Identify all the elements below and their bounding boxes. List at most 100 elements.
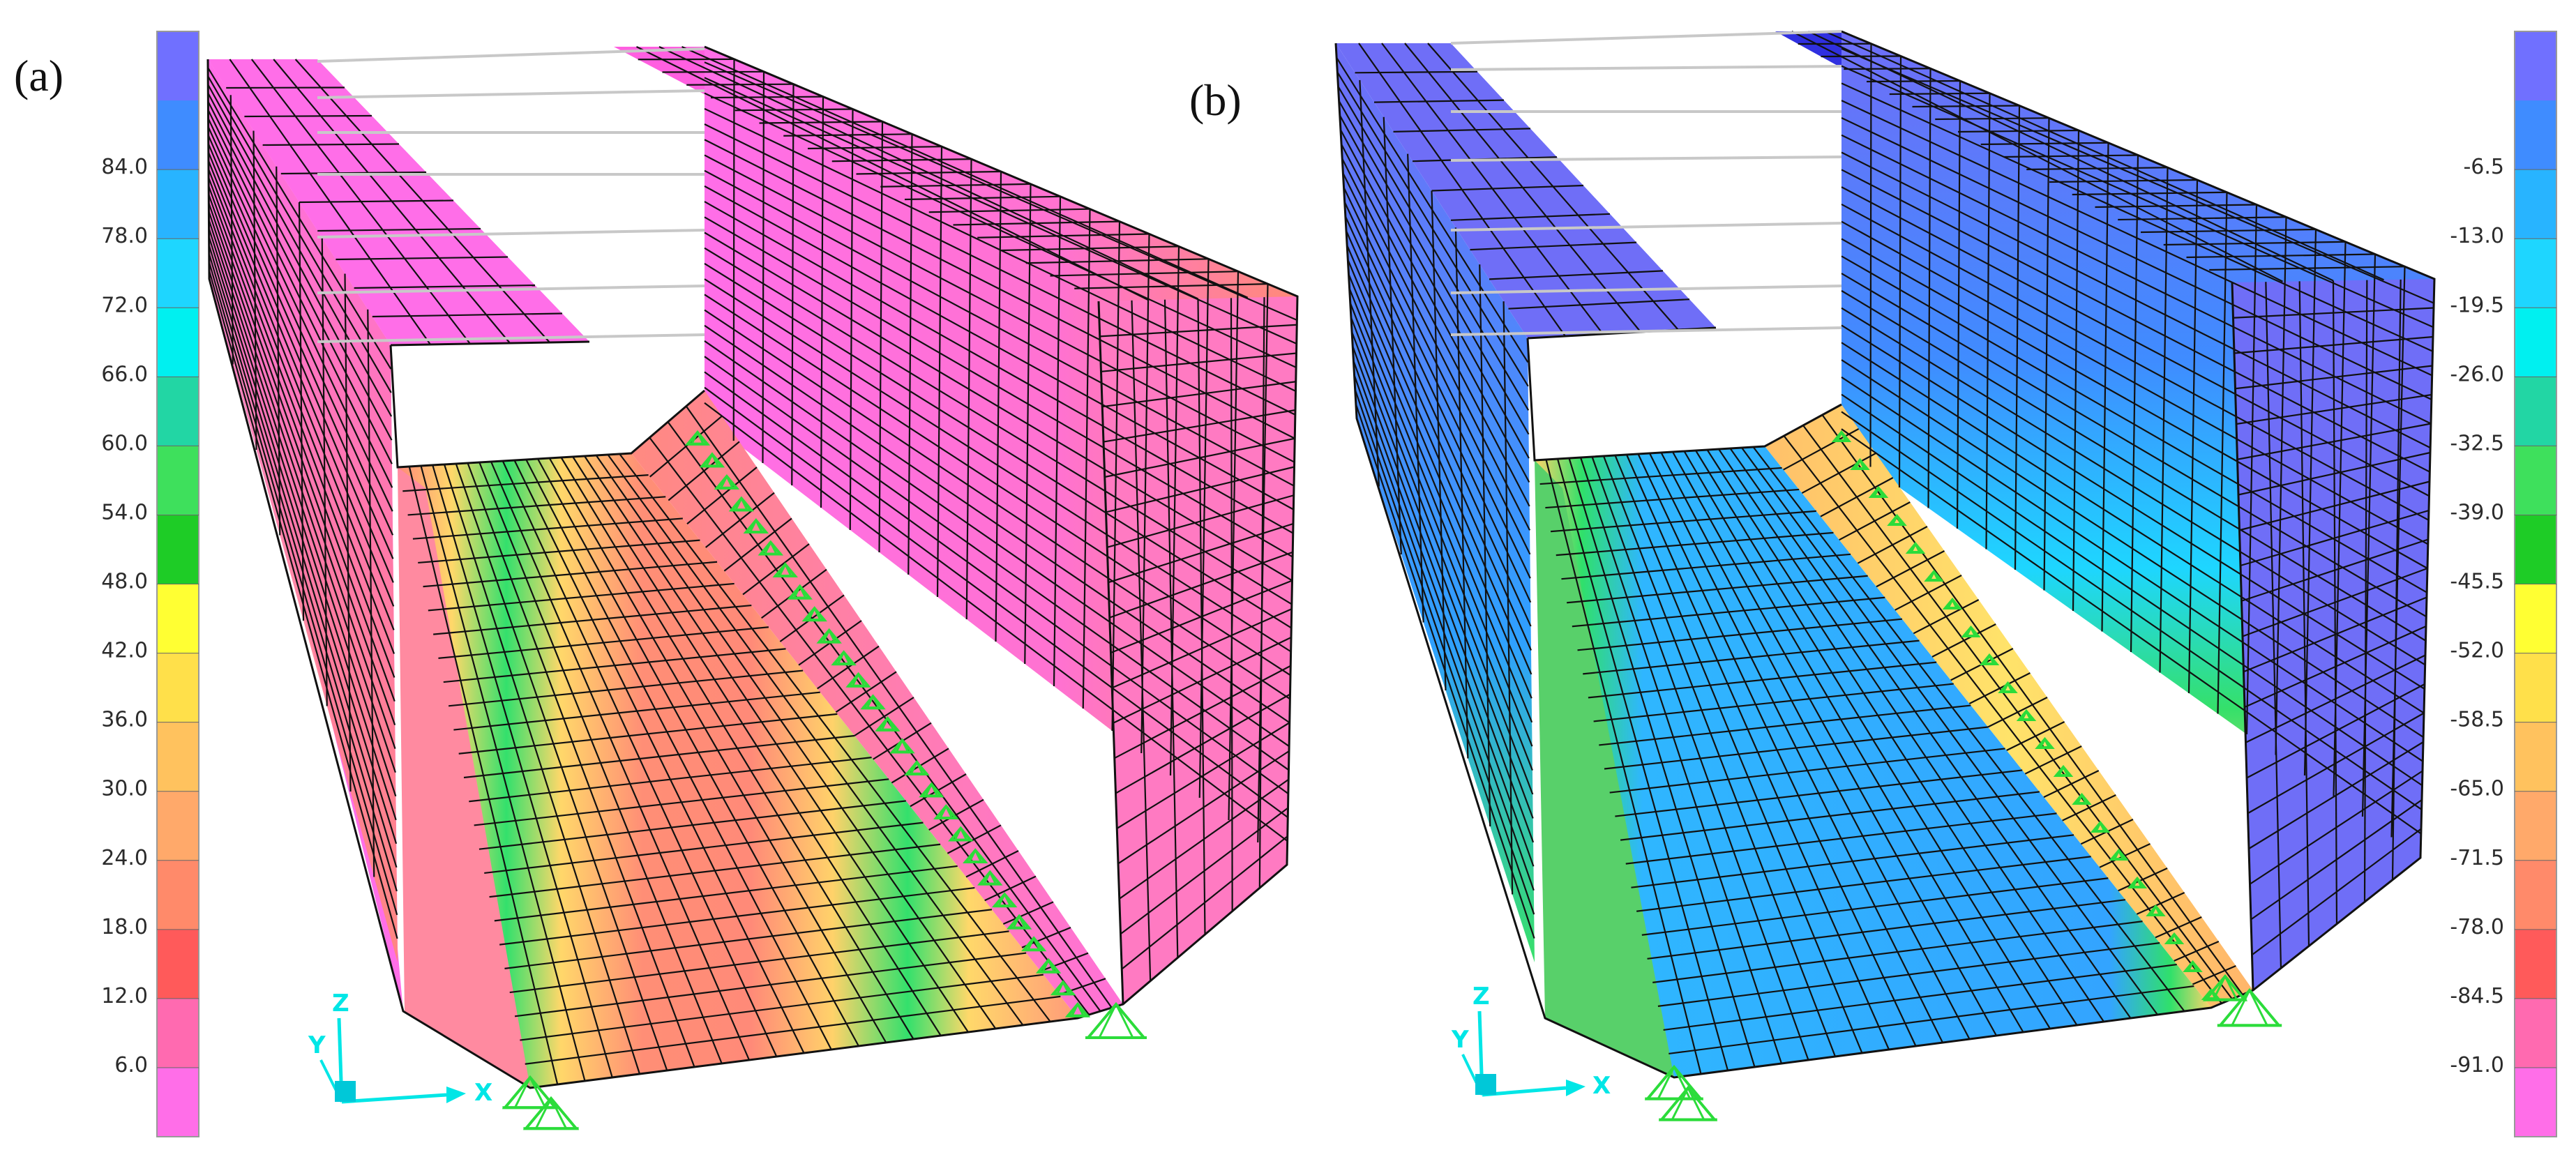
mesh-line bbox=[1987, 697, 2048, 728]
tie-bar bbox=[1450, 156, 1842, 162]
legend-tick-label: -65.0 bbox=[2450, 777, 2504, 801]
mesh-line bbox=[947, 824, 1002, 854]
legend-b: -6.5 -13.0 -19.5 -26.0 -32.5 -39.0 -45.5 -52.0 -… bbox=[2450, 31, 2557, 1137]
legend-tick-label: -45.5 bbox=[2450, 570, 2504, 594]
legend-swatch bbox=[2515, 722, 2556, 792]
mesh-line bbox=[1841, 47, 2434, 304]
legend-tick-label: -84.5 bbox=[2450, 984, 2504, 1008]
legend-tick-label: -19.5 bbox=[2450, 293, 2504, 317]
mesh-line bbox=[428, 582, 735, 612]
mesh-line bbox=[2095, 204, 2257, 209]
mesh-line bbox=[504, 909, 993, 969]
mesh-line bbox=[2192, 964, 2236, 985]
mesh-line bbox=[704, 324, 1290, 724]
mesh-line bbox=[704, 340, 1290, 748]
mesh-line bbox=[2234, 335, 2434, 354]
legend-swatch bbox=[2515, 446, 2556, 515]
mesh-line bbox=[1344, 215, 1532, 627]
mesh-line bbox=[704, 185, 1294, 510]
mesh-line bbox=[1980, 142, 2109, 146]
mesh-line bbox=[1489, 270, 1664, 280]
mesh-line bbox=[1913, 599, 1980, 635]
mesh-line bbox=[854, 697, 914, 736]
mesh-line bbox=[2155, 916, 2202, 939]
tie-bar bbox=[317, 285, 705, 294]
mesh-line bbox=[1002, 901, 1054, 925]
mesh-b bbox=[1336, 30, 2434, 1075]
mesh-line bbox=[2240, 509, 2430, 567]
legend-tick-label: -52.0 bbox=[2450, 639, 2504, 663]
tie-bar bbox=[1450, 326, 1842, 336]
mesh-line bbox=[928, 798, 984, 831]
mesh-line bbox=[710, 96, 824, 99]
mesh-line bbox=[208, 202, 396, 750]
mesh-line bbox=[2236, 393, 2432, 425]
mesh-line bbox=[2024, 745, 2082, 775]
mesh-line bbox=[1109, 551, 1293, 619]
legend-swatch bbox=[157, 653, 199, 723]
mesh-line bbox=[2241, 538, 2429, 602]
mesh-line bbox=[1393, 128, 1531, 132]
mesh-line bbox=[525, 995, 1061, 1065]
mesh-line bbox=[742, 543, 810, 596]
mesh-line bbox=[208, 253, 398, 892]
legend-tick-label: 48.0 bbox=[101, 570, 148, 594]
mesh-line bbox=[880, 183, 1031, 188]
mesh-line bbox=[1117, 750, 1290, 865]
legend-swatch bbox=[2515, 998, 2556, 1068]
mesh-line bbox=[1545, 488, 1800, 509]
mesh-line bbox=[723, 517, 792, 572]
legend-tick-label: -26.0 bbox=[2450, 362, 2504, 386]
mesh-line bbox=[494, 865, 958, 922]
mesh-line bbox=[509, 930, 1009, 994]
mesh-line bbox=[1556, 531, 1834, 556]
mesh-line bbox=[2245, 654, 2426, 743]
legend-swatch bbox=[157, 515, 199, 584]
mesh-line bbox=[904, 195, 1061, 201]
mesh-line bbox=[208, 211, 396, 773]
mesh-line bbox=[226, 86, 345, 89]
tie-bar bbox=[317, 89, 705, 99]
mesh-line bbox=[1841, 238, 2428, 569]
mesh-line bbox=[1121, 835, 1288, 970]
mesh-line bbox=[2247, 712, 2425, 815]
legend-swatch bbox=[157, 860, 199, 930]
inner-outline-b bbox=[1526, 338, 1842, 462]
legend-swatch bbox=[2515, 308, 2556, 377]
mesh-line bbox=[1354, 389, 1535, 915]
mesh-line bbox=[336, 256, 509, 261]
mesh-line bbox=[2118, 216, 2287, 221]
mesh-line bbox=[2248, 741, 2424, 849]
tie-bar bbox=[317, 47, 705, 63]
legend-swatch bbox=[157, 377, 199, 446]
mesh-line bbox=[1351, 331, 1534, 819]
mesh-line bbox=[2246, 683, 2425, 779]
mesh-line bbox=[1106, 494, 1295, 548]
mesh-line bbox=[1647, 899, 2126, 960]
legend-tick-label: 78.0 bbox=[101, 224, 148, 248]
mesh-line bbox=[1839, 501, 1911, 541]
mesh-line bbox=[1841, 65, 2434, 328]
mesh-line bbox=[423, 561, 718, 588]
mesh-line bbox=[662, 70, 764, 73]
mesh-line bbox=[2249, 770, 2423, 885]
mesh-line bbox=[1652, 921, 2143, 983]
mesh-line bbox=[207, 143, 394, 583]
mesh-line bbox=[649, 415, 723, 478]
mesh-line bbox=[1341, 144, 1530, 507]
mesh-line bbox=[1350, 317, 1534, 795]
mesh-line bbox=[1876, 550, 1945, 588]
mesh-line bbox=[1968, 672, 2031, 704]
mesh-line bbox=[207, 126, 394, 536]
legend-tick-label: 30.0 bbox=[101, 777, 148, 801]
mesh-line bbox=[1593, 683, 1954, 722]
mesh-line bbox=[2099, 843, 2151, 868]
right-corner-b bbox=[2231, 282, 2254, 991]
mesh-line bbox=[1342, 172, 1531, 555]
axis-triad-b: Z Y X bbox=[1451, 983, 1611, 1100]
mesh-line bbox=[407, 496, 666, 516]
floor-slab-a bbox=[398, 453, 1078, 1088]
mesh-line bbox=[1636, 856, 2091, 912]
legend-tick-label: -13.0 bbox=[2450, 224, 2504, 248]
legend-tick-label: -39.0 bbox=[2450, 500, 2504, 524]
